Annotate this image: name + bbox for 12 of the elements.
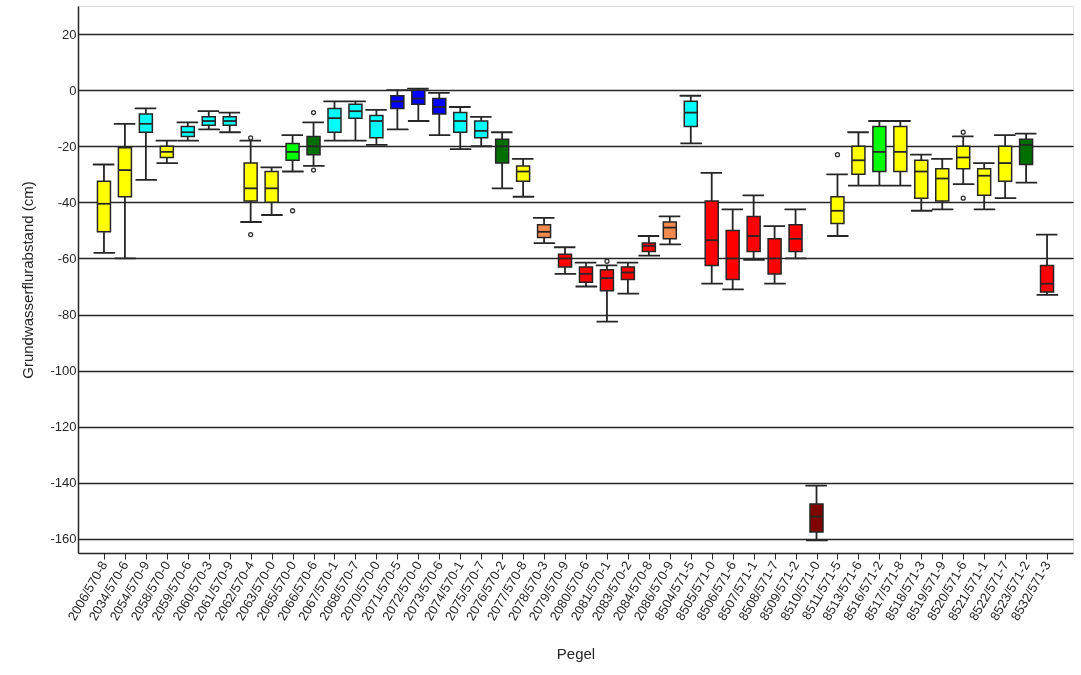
y-tick-label: -120 (50, 419, 77, 435)
x-axis-title: Pegel (556, 644, 596, 662)
y-tick-label: -20 (57, 138, 77, 154)
y-tick-label: -80 (57, 307, 77, 323)
y-tick-label: -140 (50, 475, 77, 491)
y-tick-label: 0 (69, 82, 77, 98)
y-tick-label: -100 (50, 363, 77, 379)
y-tick-label: -40 (57, 194, 77, 210)
y-axis-title: Grundwasserflurabstand (cm) (19, 181, 37, 379)
y-tick-label: -60 (57, 250, 77, 266)
y-tick-label: 20 (62, 26, 77, 42)
y-tick-label: -160 (50, 531, 77, 547)
